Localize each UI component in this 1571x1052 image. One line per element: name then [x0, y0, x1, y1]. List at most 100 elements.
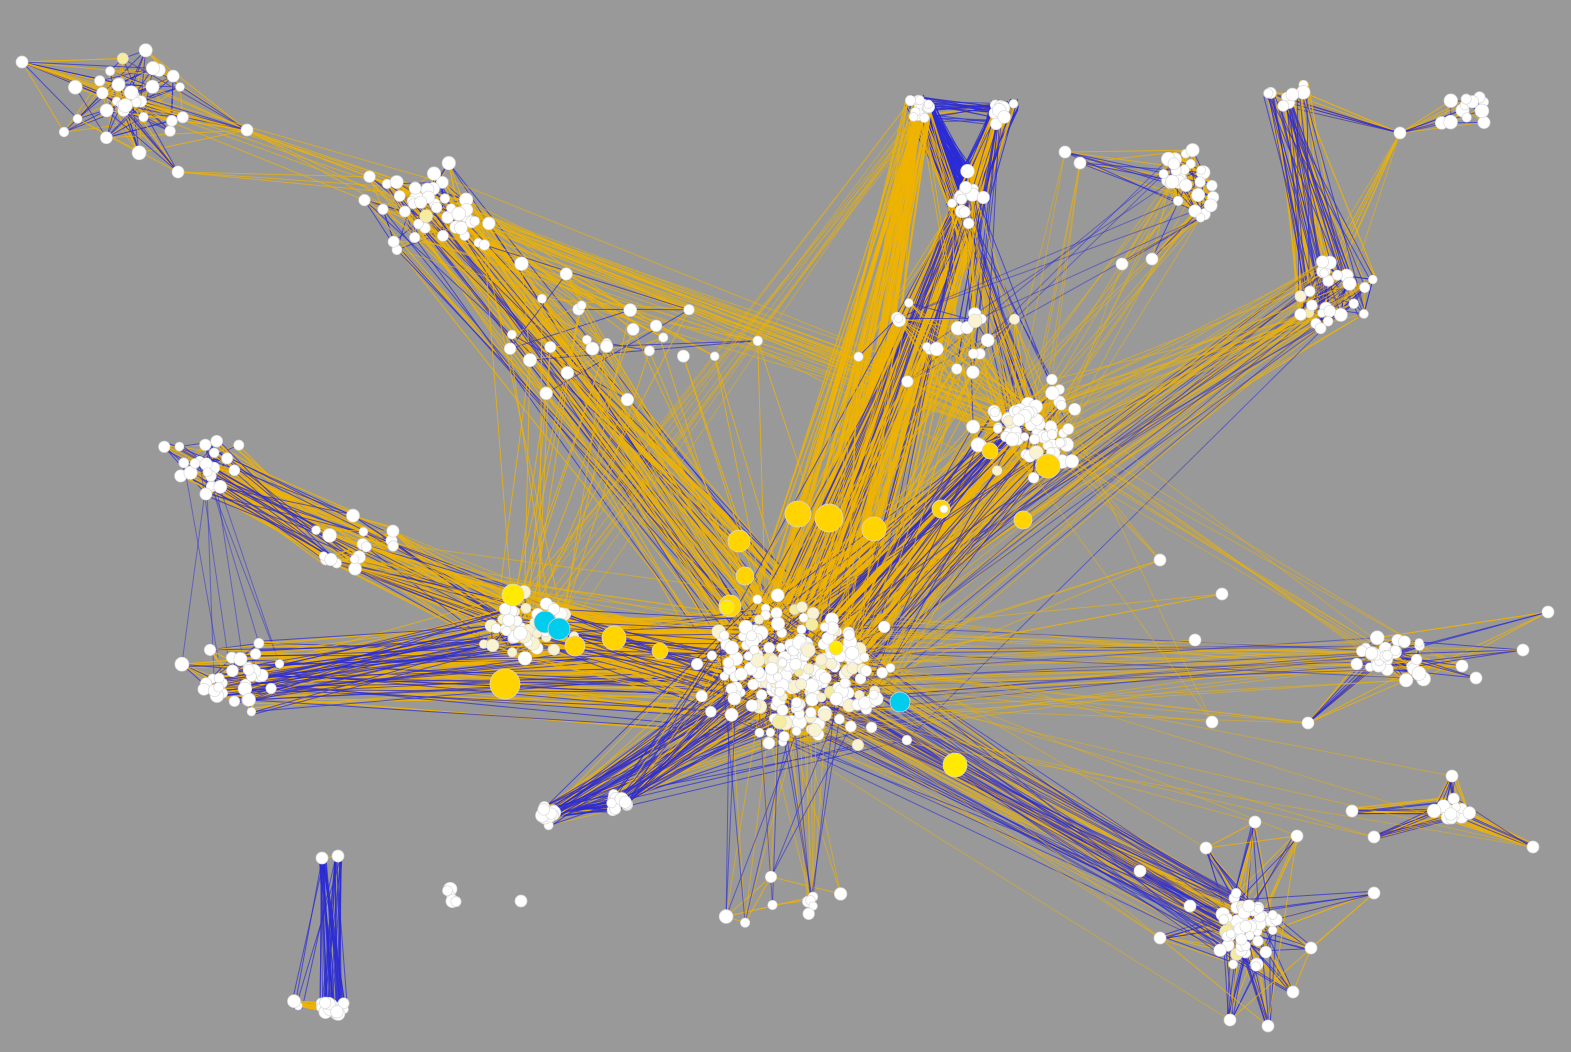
graph-node[interactable]: [358, 194, 371, 207]
graph-node[interactable]: [620, 393, 634, 407]
graph-node[interactable]: [501, 626, 512, 637]
graph-node[interactable]: [241, 692, 256, 707]
graph-node[interactable]: [226, 664, 239, 678]
graph-node[interactable]: [175, 82, 185, 92]
graph-node[interactable]: [683, 304, 695, 316]
graph-node[interactable]: [414, 195, 428, 209]
graph-node[interactable]: [1319, 268, 1329, 278]
graph-node[interactable]: [1348, 298, 1359, 309]
graph-node[interactable]: [145, 61, 161, 76]
graph-node[interactable]: [377, 203, 389, 215]
graph-node[interactable]: [389, 175, 404, 189]
graph-node[interactable]: [358, 526, 369, 537]
graph-node[interactable]: [853, 351, 864, 362]
graph-node[interactable]: [1304, 285, 1316, 297]
graph-node[interactable]: [1058, 145, 1072, 159]
graph-node[interactable]: [123, 85, 139, 100]
graph-node[interactable]: [904, 95, 917, 107]
graph-node[interactable]: [451, 206, 467, 222]
graph-node[interactable]: [202, 467, 213, 478]
graph-node[interactable]: [1195, 213, 1206, 223]
graph-node[interactable]: [980, 333, 995, 348]
graph-node[interactable]: [1474, 103, 1490, 119]
graph-node[interactable]: [959, 181, 973, 194]
graph-node[interactable]: [437, 230, 449, 242]
graph-node[interactable]: [441, 156, 456, 171]
graph-node[interactable]: [752, 335, 763, 346]
graph-node[interactable]: [228, 464, 241, 477]
graph-node[interactable]: [923, 99, 934, 109]
graph-node[interactable]: [171, 165, 185, 179]
graph-node[interactable]: [210, 434, 223, 448]
graph-node[interactable]: [178, 457, 190, 469]
graph-node[interactable]: [99, 103, 114, 118]
graph-node[interactable]: [96, 86, 109, 100]
graph-node[interactable]: [517, 651, 533, 666]
graph-node[interactable]: [116, 52, 129, 65]
graph-node[interactable]: [233, 652, 248, 667]
graph-node[interactable]: [1167, 157, 1181, 171]
graph-node[interactable]: [503, 342, 517, 355]
graph-node[interactable]: [520, 602, 532, 614]
graph-node[interactable]: [544, 341, 557, 354]
graph-node[interactable]: [576, 300, 587, 311]
graph-node[interactable]: [1316, 255, 1329, 269]
graph-node[interactable]: [478, 239, 490, 251]
graph-node[interactable]: [399, 205, 411, 218]
graph-node[interactable]: [145, 79, 160, 94]
graph-node[interactable]: [203, 643, 217, 656]
graph-node[interactable]: [1185, 143, 1200, 158]
graph-node[interactable]: [1196, 165, 1206, 175]
graph-node[interactable]: [240, 123, 254, 137]
graph-node[interactable]: [623, 303, 637, 317]
graph-node[interactable]: [100, 131, 113, 145]
graph-node[interactable]: [600, 339, 614, 353]
graph-node[interactable]: [1477, 116, 1491, 129]
graph-node[interactable]: [58, 126, 70, 138]
graph-node[interactable]: [249, 648, 262, 660]
graph-node[interactable]: [914, 95, 925, 106]
graph-node[interactable]: [164, 125, 176, 137]
graph-node[interactable]: [658, 332, 669, 343]
graph-node[interactable]: [1115, 257, 1129, 271]
graph-node[interactable]: [189, 458, 201, 469]
graph-node[interactable]: [490, 623, 502, 634]
graph-node[interactable]: [1322, 316, 1334, 327]
graph-node[interactable]: [349, 554, 360, 564]
graph-node[interactable]: [15, 55, 29, 69]
graph-node[interactable]: [387, 235, 400, 248]
graph-node[interactable]: [908, 112, 919, 122]
graph-node[interactable]: [348, 561, 362, 576]
graph-node[interactable]: [174, 441, 185, 452]
graph-node[interactable]: [233, 439, 245, 451]
graph-node[interactable]: [1145, 252, 1159, 266]
graph-node[interactable]: [221, 452, 234, 465]
graph-node[interactable]: [242, 663, 255, 676]
graph-node[interactable]: [413, 218, 424, 230]
graph-node[interactable]: [1203, 198, 1218, 213]
graph-node[interactable]: [1073, 156, 1087, 170]
graph-node[interactable]: [1285, 87, 1300, 102]
graph-node[interactable]: [419, 209, 433, 223]
graph-node[interactable]: [454, 221, 468, 235]
graph-node[interactable]: [1359, 309, 1369, 319]
graph-node[interactable]: [559, 267, 573, 281]
graph-node[interactable]: [1206, 179, 1218, 192]
graph-node[interactable]: [537, 293, 547, 304]
graph-node[interactable]: [105, 66, 116, 77]
graph-node[interactable]: [1443, 114, 1458, 130]
graph-node[interactable]: [311, 525, 321, 535]
graph-node[interactable]: [1306, 299, 1318, 312]
graph-node[interactable]: [426, 166, 442, 181]
graph-node[interactable]: [1314, 322, 1327, 335]
graph-node[interactable]: [1323, 304, 1337, 318]
graph-node[interactable]: [966, 365, 980, 379]
graph-node[interactable]: [1294, 308, 1307, 321]
graph-node[interactable]: [1294, 290, 1307, 303]
graph-node[interactable]: [469, 216, 480, 227]
graph-node[interactable]: [1322, 275, 1335, 287]
graph-node[interactable]: [435, 176, 449, 189]
graph-node[interactable]: [539, 386, 553, 400]
graph-node[interactable]: [547, 602, 561, 616]
graph-node[interactable]: [1179, 178, 1193, 192]
